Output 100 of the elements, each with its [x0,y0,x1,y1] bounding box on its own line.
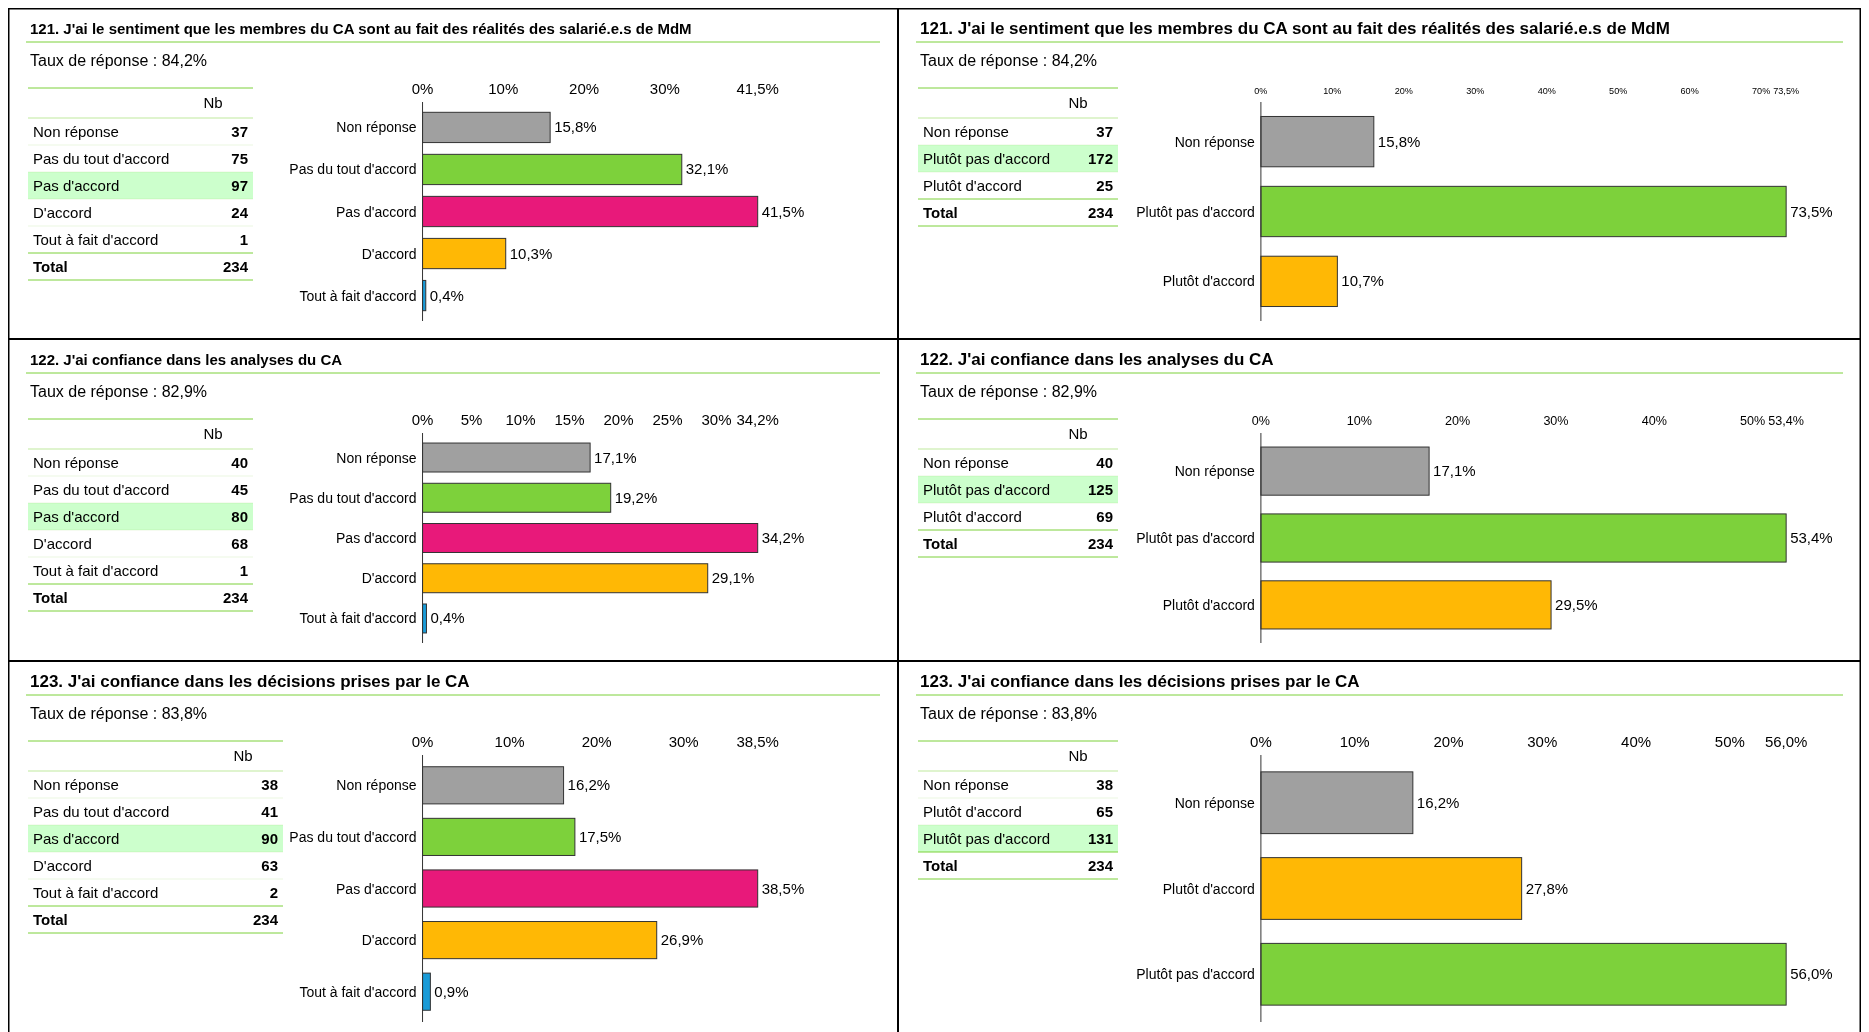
text: Nb [203,425,223,442]
y-tick-label: Non réponse [336,777,417,794]
category-label: D'accord [33,535,92,552]
data-label: 40 [1096,454,1113,471]
x-tick-label: 60% [1680,86,1699,96]
data-label: 32,1% [685,160,729,178]
x-tick-label: 20% [1433,733,1464,750]
data-label: 172 [1087,150,1113,167]
x-tick-label: 30% [649,80,680,97]
x-tick-label: 50% [1714,733,1745,750]
category-label: Non réponse [33,123,119,140]
x-tick-label: 20% [581,733,612,750]
x-tick-label: 30% [701,411,732,428]
category-label: Tout à fait d'accord [33,884,159,901]
data-label: 45 [231,481,248,498]
text: Nb [233,747,253,764]
data-label: 37 [231,123,248,140]
y-tick-label: Non réponse [336,449,417,466]
category-label: Total [923,857,958,874]
category-label: Pas d'accord [33,508,120,525]
y-tick-label: Pas du tout d'accord [289,161,417,178]
category-label: Tout à fait d'accord [33,231,159,248]
data-label: 15,8% [1377,132,1421,150]
data-label: 29,1% [711,569,755,587]
text: Nb [1068,94,1088,111]
data-label: 17,1% [1433,462,1476,480]
category-label: Non réponse [923,776,1009,793]
x-tick-label: 41,5% [736,80,779,97]
data-label: 75 [231,150,248,167]
data-label: 63 [261,857,278,874]
data-label: 53,4% [1790,529,1833,546]
y-tick-label: Tout à fait d'accord [299,610,417,627]
x-tick-label: 50% [1609,86,1628,96]
text: 122. J'ai confiance dans les analyses du CA [30,351,343,368]
text: Taux de réponse : 82,9% [920,383,1098,400]
x-tick-label: 0% [1254,86,1268,96]
text: Taux de réponse : 84,2% [30,52,208,69]
x-tick-label: 20% [1394,86,1413,96]
data-label: 234 [222,258,249,275]
x-tick-label: 10% [1339,733,1370,750]
y-tick-label: Non réponse [1174,133,1256,150]
data-label: 38 [261,776,278,793]
data-label: 19,2% [614,488,658,506]
chart-title: 123. J'ai confiance dans les décisions prises par le CA [920,672,1360,691]
category-label: Total [33,589,68,606]
x-tick-label: 40% [1621,733,1652,750]
y-tick-label: D'accord [361,570,417,587]
data-label: 15,8% [554,118,597,136]
data-label: 90 [261,830,278,847]
data-label: 234 [1087,857,1114,874]
x-tick-label: 20% [569,80,600,97]
data-label: 234 [1087,535,1114,552]
x-tick-label: 56,0% [1764,733,1808,750]
data-label: 0,4% [430,609,465,627]
data-label: 97 [231,177,248,194]
data-label: 234 [252,911,279,928]
data-label: 56,0% [1790,965,1833,983]
data-label: 24 [231,204,249,221]
x-tick-label: 0% [411,411,434,428]
data-label: 0,4% [429,286,464,304]
x-tick-label: 30% [1543,414,1569,428]
data-label: 0,9% [434,982,469,1000]
data-label: 2 [269,884,278,901]
data-label: 10,7% [1341,272,1384,290]
x-tick-label: 0% [1250,733,1272,750]
category-label: Plutôt d'accord [923,177,1022,194]
x-tick-label: 30% [1527,733,1558,750]
category-label: Plutôt d'accord [923,803,1022,820]
category-label: Total [923,535,958,552]
y-tick-label: Plutôt pas d'accord [1136,966,1255,983]
y-tick-label: D'accord [361,245,417,262]
category-label: Tout à fait d'accord [33,562,159,579]
data-label: 80 [231,508,248,525]
y-tick-label: Plutôt pas d'accord [1136,203,1255,220]
y-tick-label: Tout à fait d'accord [299,983,417,1000]
data-label: 40 [231,454,248,471]
x-tick-label: 5% [460,411,483,428]
x-tick-label: 30% [1466,86,1485,96]
data-label: 17,1% [594,448,637,466]
data-label: 29,5% [1555,595,1598,613]
x-tick-label: 15% [554,411,585,428]
x-tick-label: 10% [1346,414,1372,428]
x-tick-label: 20% [1445,414,1471,428]
data-label: 34,2% [761,529,805,546]
x-tick-label: 10% [505,411,536,428]
category-label: D'accord [33,204,92,221]
x-tick-label: 10% [1323,86,1342,96]
category-label: Total [33,258,68,275]
x-tick-label: 0% [411,733,434,750]
category-label: Non réponse [923,454,1009,471]
y-tick-label: Pas d'accord [336,880,417,897]
x-tick-label: 25% [652,411,683,428]
x-tick-label: 70% [1752,86,1771,96]
y-tick-label: Non réponse [1174,794,1256,811]
category-label: Plutôt d'accord [923,508,1022,525]
x-tick-label: 34,2% [736,411,779,428]
text: Nb [1068,747,1088,764]
data-label: 65 [1096,803,1113,820]
text: 123. J'ai confiance dans les décisions prises par le CA [30,672,470,691]
text: Taux de réponse : 83,8% [920,705,1098,722]
